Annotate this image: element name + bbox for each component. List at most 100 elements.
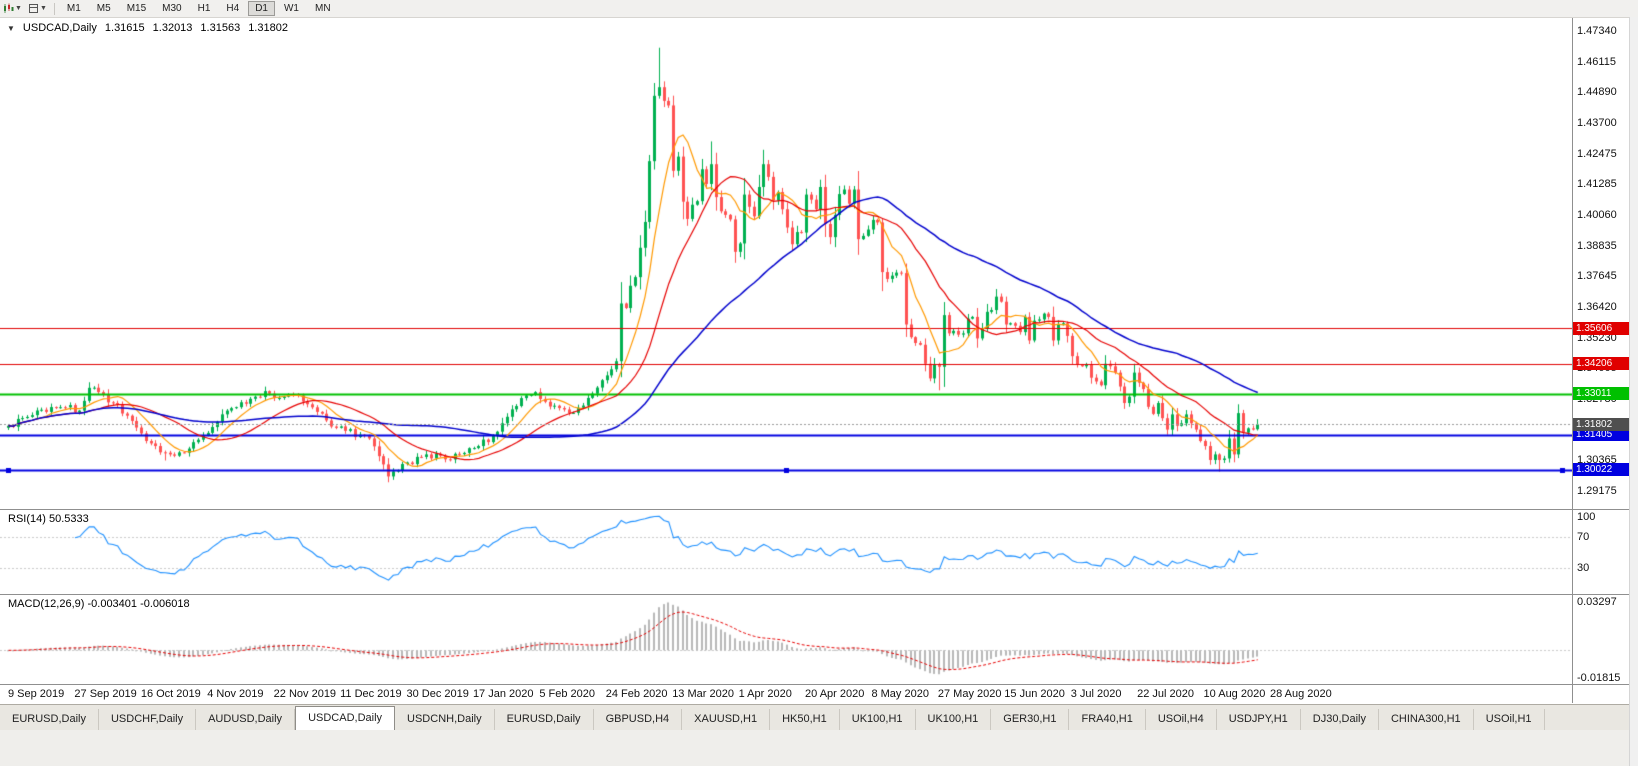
price-axis-label: 1.43700 <box>1577 116 1617 129</box>
chart-tab-eurusd-daily[interactable]: EURUSD,Daily <box>0 709 99 730</box>
price-axis-label: 1.34005 <box>1577 362 1617 375</box>
ohlc-low: 1.31563 <box>200 22 241 34</box>
chart-tab-hk50-h1[interactable]: HK50,H1 <box>770 709 840 730</box>
chart-menu-button[interactable]: ▼ <box>0 1 25 16</box>
date-axis-label: 13 Mar 2020 <box>672 688 734 700</box>
price-axis-label: 1.30365 <box>1577 454 1617 467</box>
panel-separator[interactable] <box>0 684 1630 685</box>
price-axis-label: 1.44890 <box>1577 86 1617 99</box>
chart-tabs-bar: EURUSD,Daily USDCHF,Daily AUDUSD,Daily USDC… <box>0 704 1630 730</box>
timeframe-button-m1[interactable]: M1 <box>66 3 81 14</box>
price-axis-label: 1.37645 <box>1577 270 1617 283</box>
rsi-axis-label: 100 <box>1577 511 1596 523</box>
chart-tab-usdcad-daily[interactable]: USDCAD,Daily <box>295 706 396 730</box>
timeframe-button-h1[interactable]: H1 <box>197 3 211 14</box>
price-level-tag: 1.30022 <box>1573 463 1631 477</box>
chart-tab-uk100-h1[interactable]: UK100,H1 <box>840 709 916 730</box>
chart-tab-audusd-daily[interactable]: AUDUSD,Daily <box>196 709 296 730</box>
price-axis-label: 1.35230 <box>1577 331 1617 344</box>
chevron-down-icon: ▼ <box>39 5 47 12</box>
macd-axis-label: 0.03297 <box>1577 596 1617 608</box>
date-axis-label: 3 Jul 2020 <box>1070 688 1122 700</box>
rsi-name: RSI(14) <box>8 513 46 525</box>
date-axis-label: 22 Jul 2020 <box>1137 688 1195 700</box>
status-strip <box>0 730 1638 766</box>
chart-tab-gbpusd-h4[interactable]: GBPUSD,H4 <box>594 709 683 730</box>
chart-tab-fra40-h1[interactable]: FRA40,H1 <box>1069 709 1146 730</box>
chart-tab-china300-h1[interactable]: CHINA300,H1 <box>1379 709 1474 730</box>
candlestick-chart-icon <box>4 3 14 13</box>
macd-axis-label: -0.01815 <box>1577 672 1621 684</box>
chart-dropdown-marker-icon: ▼ <box>7 23 15 33</box>
date-axis-label: 27 Sep 2019 <box>74 688 137 700</box>
chart-tab-usdjpy-h1[interactable]: USDJPY,H1 <box>1217 709 1301 730</box>
timeframe-button-m15[interactable]: M15 <box>126 3 147 14</box>
chart-symbol-period: USDCAD,Daily <box>22 22 97 34</box>
rsi-axis-label: 30 <box>1577 561 1590 574</box>
date-axis-label: 4 Nov 2019 <box>207 688 264 700</box>
chart-tab-xauusd-h1[interactable]: XAUUSD,H1 <box>682 709 771 730</box>
timeframe-button-m30[interactable]: M30 <box>162 3 182 14</box>
price-level-tag: 1.31405 <box>1573 428 1631 442</box>
chart-tab-ger30-h1[interactable]: GER30,H1 <box>991 709 1070 730</box>
chart-tab-dj30-daily[interactable]: DJ30,Daily <box>1301 709 1379 730</box>
chart-tab-eurusd-daily[interactable]: EURUSD,Daily <box>495 709 594 730</box>
date-axis-label: 24 Feb 2020 <box>605 688 668 700</box>
price-axis-label: 1.36420 <box>1577 300 1617 313</box>
price-axis-label: 1.29175 <box>1577 484 1617 497</box>
date-axis-label: 9 Sep 2019 <box>8 688 65 700</box>
price-axis-label: 1.46115 <box>1577 55 1616 68</box>
vertical-scrollbar[interactable] <box>1629 17 1638 766</box>
timeframe-button-d1[interactable]: D1 <box>248 1 275 16</box>
ohlc-high: 1.32013 <box>152 22 193 34</box>
date-axis-label: 5 Feb 2020 <box>539 688 596 700</box>
price-axis-label: 1.38835 <box>1577 239 1617 252</box>
date-axis-label: 16 Oct 2019 <box>140 688 201 700</box>
toolbar: ▼ ▼ M1 M5 M15 M30 H1 H4 D1 W1 MN <box>0 0 1638 18</box>
chevron-down-icon: ▼ <box>15 5 22 12</box>
date-axis-label: 10 Aug 2020 <box>1203 688 1266 700</box>
date-axis-label: 22 Nov 2019 <box>273 688 337 700</box>
rsi-indicator-label: RSI(14) 50.5333 <box>8 513 89 525</box>
timeframe-buttons: M1 M5 M15 M30 H1 H4 D1 W1 MN <box>59 1 339 16</box>
price-axis-label: 1.42475 <box>1577 147 1617 160</box>
date-axis-label: 27 May 2020 <box>937 688 1002 700</box>
date-axis-label: 1 Apr 2020 <box>738 688 792 700</box>
rsi-value: 50.5333 <box>48 513 89 525</box>
timeframe-button-h4[interactable]: H4 <box>226 3 240 14</box>
macd-value: -0.003401 -0.006018 <box>87 598 190 610</box>
chart-tab-usdcnh-daily[interactable]: USDCNH,Daily <box>395 709 495 730</box>
chart-tab-usoil-h4[interactable]: USOil,H4 <box>1146 709 1217 730</box>
chart-tab-uk100-h1[interactable]: UK100,H1 <box>916 709 992 730</box>
date-axis-label: 20 Apr 2020 <box>805 688 865 700</box>
timeframe-button-m5[interactable]: M5 <box>96 3 111 14</box>
chart-tab-usdchf-daily[interactable]: USDCHF,Daily <box>99 709 197 730</box>
price-level-tag: 1.34206 <box>1573 357 1631 371</box>
ohlc-close: 1.31802 <box>248 22 288 34</box>
macd-indicator-label: MACD(12,26,9) -0.003401 -0.006018 <box>8 598 190 610</box>
price-axis-label: 1.40060 <box>1577 208 1617 221</box>
price-level-tag: 1.35606 <box>1573 321 1631 335</box>
price-axis-label: 1.41285 <box>1577 178 1617 191</box>
date-axis-label: 28 Aug 2020 <box>1269 688 1332 700</box>
price-level-tag: 1.33011 <box>1573 387 1631 401</box>
panel-separator[interactable] <box>0 509 1630 510</box>
chart-tab-usoil-h1[interactable]: USOil,H1 <box>1474 709 1545 730</box>
main-chart-canvas[interactable] <box>0 17 1572 509</box>
timeframe-button-w1[interactable]: W1 <box>283 3 299 14</box>
macd-panel-canvas[interactable] <box>0 595 1572 684</box>
ohlc-open: 1.31615 <box>104 22 145 34</box>
chart-window-icon <box>28 4 38 13</box>
date-axis-label: 17 Jan 2020 <box>472 688 534 700</box>
rsi-axis-label: 70 <box>1577 531 1590 544</box>
price-axis-label: 1.47340 <box>1577 25 1617 37</box>
price-axis-line <box>1572 17 1573 703</box>
date-axis-label: 15 Jun 2020 <box>1004 688 1065 700</box>
date-axis-label: 11 Dec 2019 <box>340 688 402 700</box>
chart-type-button[interactable]: ▼ <box>25 1 50 16</box>
date-axis-label: 30 Dec 2019 <box>406 688 469 700</box>
timeframe-button-mn[interactable]: MN <box>314 3 331 14</box>
rsi-panel-canvas[interactable] <box>0 510 1572 593</box>
toolbar-separator <box>53 2 55 15</box>
panel-separator[interactable] <box>0 594 1630 595</box>
